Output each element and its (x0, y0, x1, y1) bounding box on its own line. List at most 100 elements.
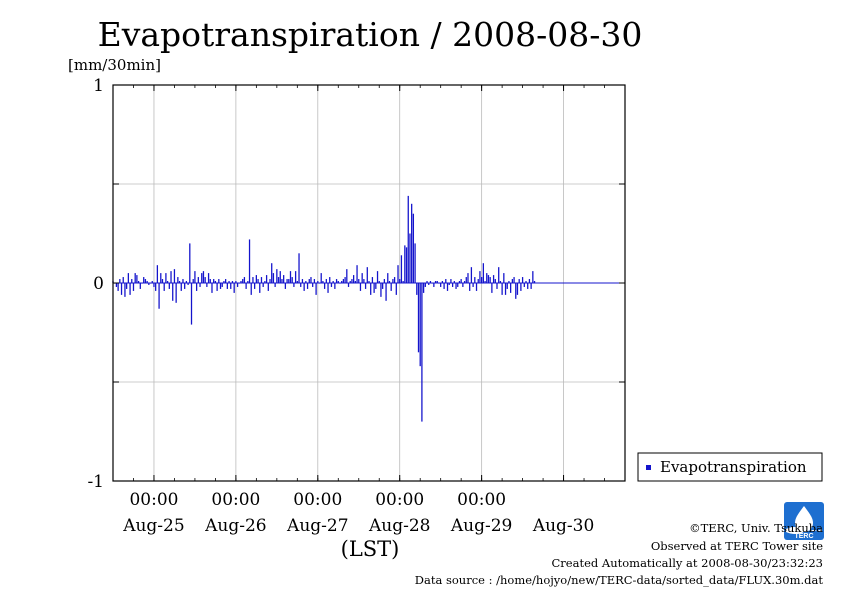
x-time-label: 00:00 (375, 490, 424, 510)
bar (532, 271, 534, 283)
bar (134, 273, 136, 283)
bar (327, 283, 329, 293)
bar (491, 283, 493, 293)
bar (264, 281, 266, 283)
legend-box (637, 452, 823, 482)
bar (136, 275, 138, 283)
bar (533, 281, 536, 283)
bar (342, 279, 345, 283)
bar (213, 279, 215, 283)
bar (359, 283, 362, 291)
x-time-label: 00:00 (457, 490, 506, 510)
series-evapotranspiration (112, 195, 625, 422)
bar (182, 279, 184, 283)
bar (383, 279, 385, 283)
bar (221, 283, 223, 287)
bar (515, 283, 517, 299)
bar (177, 277, 179, 283)
bar (453, 281, 455, 283)
bar (276, 269, 278, 283)
x-date-label: Aug-28 (368, 516, 430, 536)
bar (289, 271, 292, 283)
bar (211, 283, 213, 293)
x-date-label: Aug-25 (122, 516, 184, 536)
bar (335, 279, 338, 283)
bar (187, 283, 189, 285)
bar (245, 283, 247, 289)
bar (446, 283, 449, 291)
bar (434, 281, 437, 283)
bar (349, 281, 351, 283)
y-tick-label: -1 (87, 472, 104, 492)
bar (395, 283, 397, 295)
bar (216, 283, 218, 291)
bar (308, 279, 310, 283)
bar (243, 277, 246, 283)
bar (523, 283, 525, 287)
bar (416, 283, 418, 295)
bar (510, 283, 512, 293)
bar (405, 247, 408, 283)
bar (201, 273, 203, 283)
bar (508, 281, 510, 283)
bar (481, 277, 483, 283)
bar (467, 273, 469, 283)
bar (242, 279, 244, 283)
bar (504, 283, 507, 295)
bar (451, 283, 454, 287)
bar (168, 283, 170, 289)
bar (315, 283, 317, 295)
bar (486, 273, 488, 283)
bar (376, 271, 379, 283)
bar (399, 279, 401, 283)
bar (385, 283, 387, 301)
bar (530, 283, 532, 289)
bar (498, 267, 500, 283)
bar (192, 279, 194, 283)
bar (501, 283, 503, 295)
bar (233, 283, 235, 293)
bar (293, 283, 295, 287)
bar (283, 275, 285, 283)
bar (137, 281, 140, 283)
bar (126, 283, 128, 289)
bar (250, 283, 252, 295)
bar (257, 279, 259, 283)
bar (158, 283, 160, 309)
bar (472, 283, 474, 287)
bar (260, 277, 263, 283)
x-time-label: 00:00 (129, 490, 178, 510)
bar (346, 269, 348, 283)
bar (347, 283, 350, 287)
bar (380, 283, 382, 297)
bar (322, 281, 324, 283)
bar (402, 281, 404, 283)
bar (254, 283, 256, 289)
x-time-label: 00:00 (293, 490, 342, 510)
x-date-label: Aug-26 (204, 516, 266, 536)
legend-label: Evapotranspiration (660, 458, 807, 476)
bar (303, 283, 305, 291)
bar (185, 281, 188, 283)
terc-logo: TERC (784, 502, 824, 540)
bar (223, 281, 225, 283)
bar (400, 255, 403, 283)
bar (172, 283, 174, 301)
bar (448, 283, 450, 285)
bar (155, 283, 157, 291)
bar (465, 277, 467, 283)
bar (353, 275, 355, 283)
bar (462, 283, 464, 287)
bar (153, 283, 155, 287)
bar (527, 283, 529, 289)
bar (281, 279, 283, 283)
bar (421, 283, 423, 422)
bar (161, 279, 164, 283)
bar (195, 283, 198, 291)
bar (284, 283, 287, 289)
bar (148, 283, 150, 285)
bar (361, 273, 363, 283)
bar (370, 283, 372, 295)
bar (209, 279, 211, 283)
bar (484, 281, 486, 283)
